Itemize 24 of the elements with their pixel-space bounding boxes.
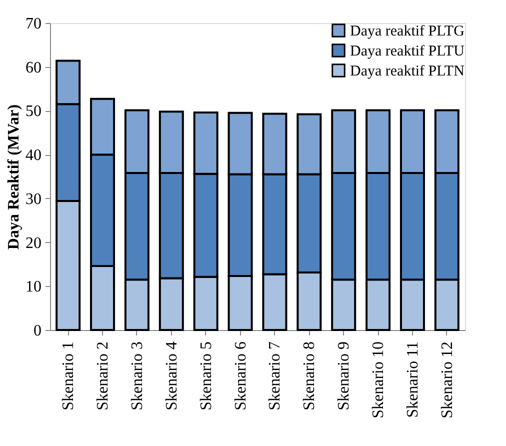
- legend-label: Daya reaktif PLTU: [350, 44, 465, 60]
- y-tick-label: 0: [34, 322, 42, 340]
- y-tick-label: 60: [26, 59, 42, 76]
- x-tick-label: Skenario 9: [336, 342, 353, 410]
- x-tick-label: Skenario 11: [404, 342, 422, 418]
- y-axis-title: Daya Reaktif (MVar): [6, 104, 22, 250]
- y-tick-label: 30: [26, 190, 42, 208]
- legend-label: Daya reaktif PLTN: [350, 64, 465, 80]
- x-tick-label: Skenario 2: [94, 342, 112, 410]
- x-tick-label: Skenario 4: [163, 342, 180, 410]
- x-tick-label: Skenario 8: [301, 342, 318, 410]
- y-tick-label: 50: [26, 103, 42, 120]
- y-tick-label: 40: [26, 147, 42, 164]
- x-tick-label: Skenario 10: [370, 342, 388, 418]
- x-tick-label: Skenario 12: [438, 342, 456, 418]
- y-tick-label: 20: [26, 234, 42, 252]
- x-tick-label: Skenario 5: [198, 342, 215, 410]
- x-tick-label: Skenario 1: [60, 342, 78, 410]
- y-tick-label: 70: [26, 16, 42, 32]
- x-tick-label: Skenario 6: [232, 342, 250, 410]
- legend-label: Daya reaktif PLTG: [350, 24, 465, 40]
- x-tick-label: Skenario 3: [128, 342, 146, 410]
- y-tick-label: 10: [26, 278, 42, 296]
- x-tick-label: Skenario 7: [266, 342, 284, 410]
